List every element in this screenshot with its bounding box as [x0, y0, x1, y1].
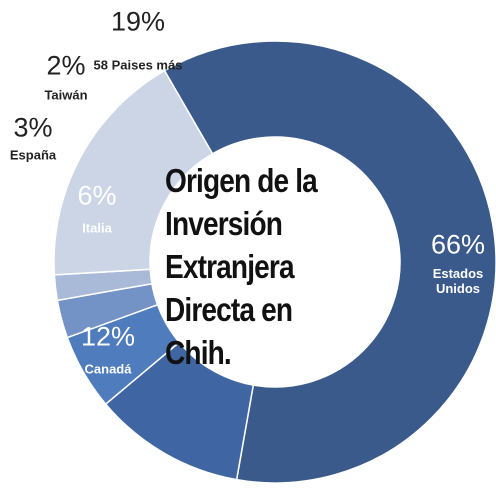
value-label: 19% [110, 6, 166, 37]
value-label: 2% [46, 50, 86, 81]
value-label: 66% [430, 229, 486, 260]
chart-title: Origen de la Inversión Extranjera Direct… [165, 162, 318, 371]
value-label: 12% [80, 321, 136, 352]
category-label: Estados Unidos [432, 266, 484, 296]
value-label: 6% [77, 180, 117, 211]
category-label: Taiwán [44, 87, 88, 103]
category-label: Canadá [84, 361, 132, 377]
category-label: Italia [82, 220, 112, 236]
category-label: España [9, 147, 57, 163]
category-label: 58 Paises más [93, 57, 183, 73]
value-label: 3% [13, 112, 53, 143]
donut-hole [150, 137, 400, 387]
